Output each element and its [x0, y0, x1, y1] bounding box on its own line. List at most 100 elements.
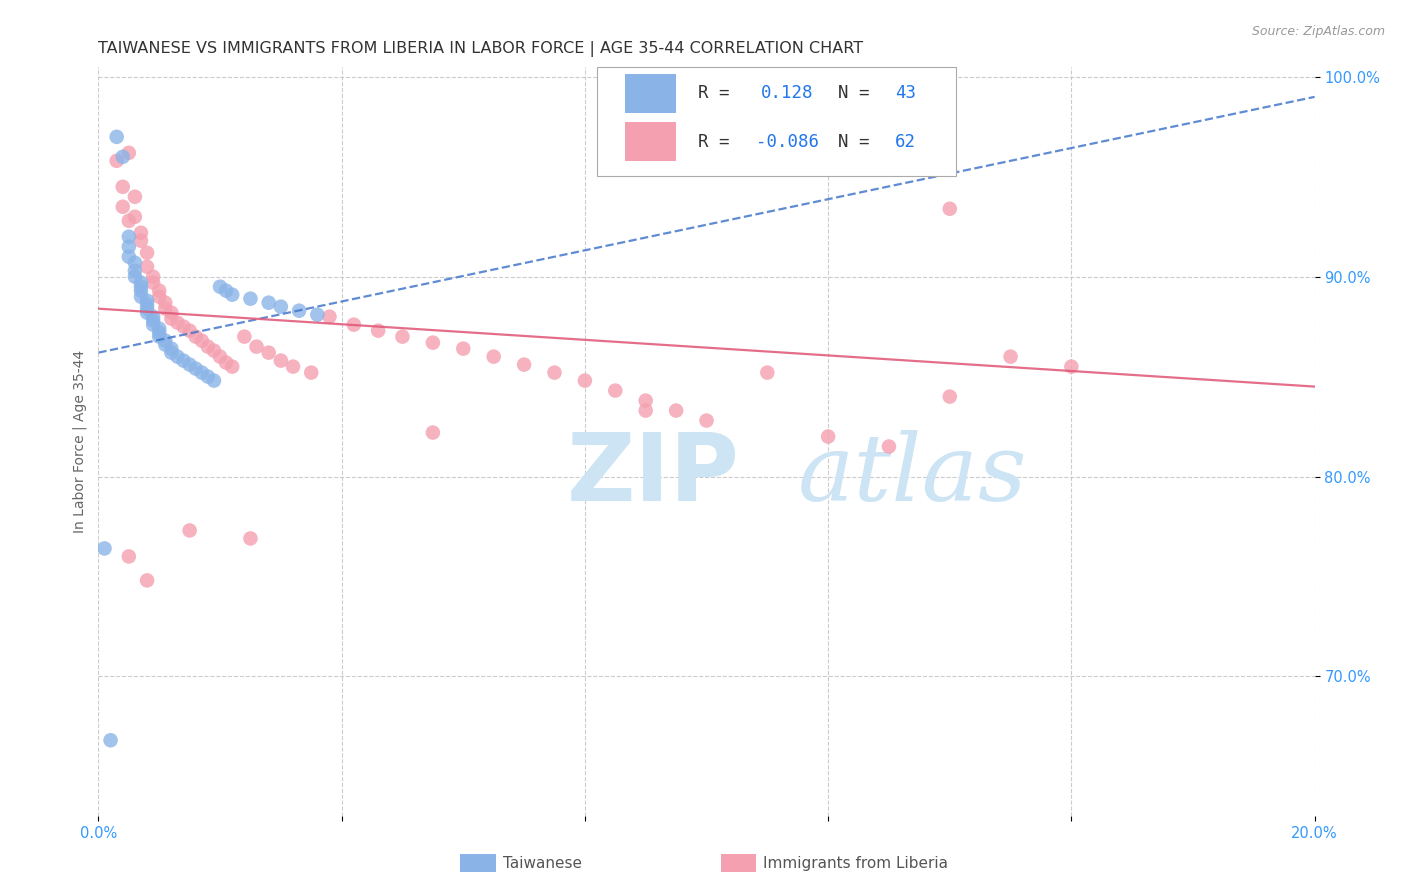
- Text: atlas: atlas: [797, 430, 1028, 520]
- Point: [93, 541, 115, 556]
- Point: [148, 329, 170, 343]
- Point: [100, 733, 122, 747]
- Text: N =: N =: [838, 133, 869, 151]
- Point: [111, 179, 134, 194]
- Point: [307, 308, 329, 322]
- Point: [142, 269, 165, 284]
- Point: [124, 256, 146, 270]
- Point: [142, 318, 165, 332]
- Point: [391, 329, 413, 343]
- Point: [160, 306, 183, 320]
- Point: [257, 295, 280, 310]
- Text: 0.128: 0.128: [761, 84, 814, 102]
- Point: [173, 319, 195, 334]
- Y-axis label: In Labor Force | Age 35-44: In Labor Force | Age 35-44: [73, 350, 87, 533]
- Text: Taiwanese: Taiwanese: [503, 855, 582, 871]
- Point: [179, 358, 201, 372]
- Point: [817, 429, 839, 443]
- Point: [129, 276, 152, 290]
- Text: N =: N =: [838, 84, 869, 102]
- Point: [155, 334, 177, 348]
- Point: [209, 350, 232, 364]
- Point: [136, 293, 159, 308]
- Point: [124, 210, 146, 224]
- Text: Immigrants from Liberia: Immigrants from Liberia: [762, 855, 948, 871]
- Text: 62: 62: [896, 133, 917, 151]
- Point: [155, 337, 177, 351]
- Point: [111, 150, 134, 164]
- Point: [367, 324, 389, 338]
- Point: [148, 290, 170, 304]
- Point: [136, 574, 159, 588]
- Point: [148, 284, 170, 298]
- Point: [142, 313, 165, 327]
- Point: [1000, 350, 1022, 364]
- Point: [166, 316, 188, 330]
- Point: [191, 366, 214, 380]
- Point: [136, 306, 159, 320]
- Point: [257, 345, 280, 359]
- Point: [179, 324, 201, 338]
- Point: [221, 287, 243, 301]
- Point: [155, 295, 177, 310]
- Point: [422, 335, 444, 350]
- Point: [270, 300, 292, 314]
- Point: [233, 329, 256, 343]
- Point: [215, 356, 238, 370]
- Text: -0.086: -0.086: [756, 133, 820, 151]
- Point: [239, 532, 262, 546]
- Text: TAIWANESE VS IMMIGRANTS FROM LIBERIA IN LABOR FORCE | AGE 35-44 CORRELATION CHAR: TAIWANESE VS IMMIGRANTS FROM LIBERIA IN …: [98, 41, 863, 57]
- Point: [179, 524, 201, 538]
- Point: [184, 361, 207, 376]
- Point: [105, 153, 128, 168]
- Point: [634, 403, 657, 417]
- Point: [124, 190, 146, 204]
- Point: [939, 202, 962, 216]
- Text: ZIP: ZIP: [567, 429, 740, 521]
- Point: [245, 340, 267, 354]
- Point: [118, 240, 141, 254]
- Text: R =: R =: [697, 84, 730, 102]
- Point: [142, 310, 165, 324]
- Point: [105, 129, 128, 144]
- Point: [543, 366, 565, 380]
- Point: [124, 263, 146, 277]
- Point: [160, 311, 183, 326]
- Point: [118, 549, 141, 564]
- Point: [197, 340, 219, 354]
- Point: [202, 374, 225, 388]
- Point: [634, 393, 657, 408]
- Text: Source: ZipAtlas.com: Source: ZipAtlas.com: [1251, 25, 1385, 38]
- Point: [160, 345, 183, 359]
- Point: [136, 301, 159, 316]
- Point: [148, 326, 170, 340]
- Point: [136, 260, 159, 274]
- Point: [696, 413, 718, 427]
- Point: [160, 342, 183, 356]
- Point: [118, 229, 141, 244]
- Point: [1060, 359, 1083, 374]
- Point: [136, 245, 159, 260]
- FancyBboxPatch shape: [626, 74, 676, 112]
- Point: [148, 321, 170, 335]
- Point: [215, 284, 238, 298]
- Point: [129, 284, 152, 298]
- Point: [155, 301, 177, 316]
- Point: [605, 384, 627, 398]
- Point: [343, 318, 366, 332]
- Point: [129, 234, 152, 248]
- Point: [191, 334, 214, 348]
- Point: [422, 425, 444, 440]
- FancyBboxPatch shape: [598, 67, 956, 176]
- FancyBboxPatch shape: [626, 122, 676, 161]
- Point: [270, 353, 292, 368]
- Point: [756, 366, 779, 380]
- Point: [239, 292, 262, 306]
- Point: [877, 440, 900, 454]
- Point: [197, 369, 219, 384]
- Point: [574, 374, 596, 388]
- Point: [129, 226, 152, 240]
- Point: [118, 213, 141, 227]
- Point: [513, 358, 536, 372]
- Point: [202, 343, 225, 358]
